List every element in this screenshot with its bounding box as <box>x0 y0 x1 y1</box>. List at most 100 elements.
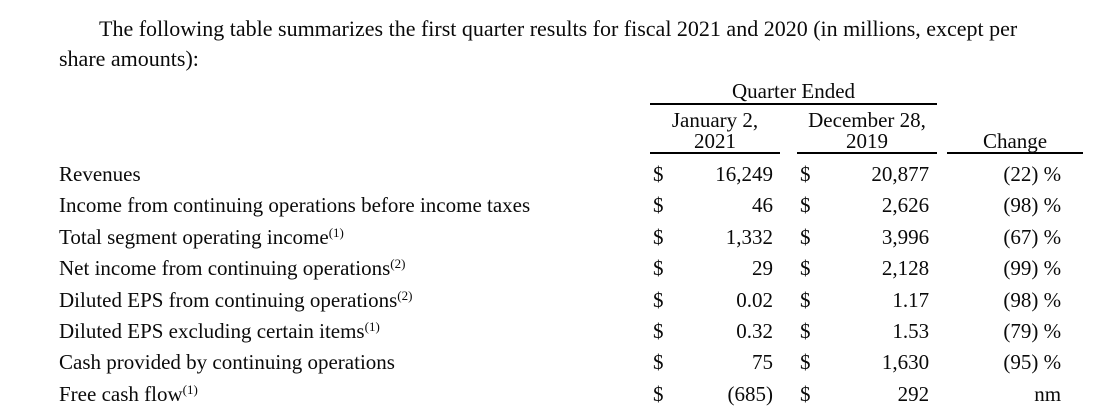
value-change: (22) % <box>1003 162 1062 186</box>
value-change: (67) % <box>1003 224 1062 249</box>
dollar-sign: $ <box>653 224 664 249</box>
value-q1-fy2020: 1.17 <box>892 287 930 312</box>
row-label: Income from continuing operations before… <box>59 190 650 221</box>
value-change: (95) % <box>1003 350 1062 375</box>
dollar-sign: $ <box>800 224 811 249</box>
dollar-sign: $ <box>653 193 664 218</box>
quarterly-results-table: Quarter Ended January 2, 2021 December 2… <box>59 80 1084 410</box>
column-gap <box>780 190 797 221</box>
column-gap <box>937 316 947 347</box>
dollar-sign: $ <box>800 319 811 344</box>
table-row-diluted-eps-continuing-ops: Diluted EPS from continuing operations(2… <box>59 285 1083 316</box>
value-q1-fy2020: 2,128 <box>881 256 930 281</box>
empty-cell <box>59 80 650 104</box>
date-line-2: 2019 <box>846 129 889 153</box>
footnote-marker: (1) <box>328 224 344 240</box>
column-header-change: Change <box>947 104 1084 154</box>
value-q1-fy2020: 2,626 <box>881 193 930 218</box>
dollar-sign: $ <box>800 256 811 281</box>
dollar-sign: $ <box>653 256 664 281</box>
table-row-revenues: Revenues $ 16,249 $ 20,877 (22) % <box>59 153 1083 190</box>
column-header-january-2-2021: January 2, 2021 <box>650 104 780 154</box>
table-row-cash-provided: Cash provided by continuing operations $… <box>59 347 1083 378</box>
column-gap <box>937 190 947 221</box>
column-headers-row: January 2, 2021 December 28, 2019 Change <box>59 104 1084 154</box>
value-q1-fy2020: 1,630 <box>881 350 930 375</box>
value-change: (98) % <box>1003 193 1062 218</box>
value-change: (98) % <box>1003 287 1062 312</box>
dollar-sign: $ <box>653 350 664 375</box>
column-gap <box>780 379 797 410</box>
footnote-marker: (2) <box>390 256 406 272</box>
intro-paragraph: The following table summarizes the first… <box>59 16 1018 71</box>
column-gap <box>780 316 797 347</box>
value-q1-fy2020: 3,996 <box>881 224 930 249</box>
column-header-december-28-2019: December 28, 2019 <box>797 104 938 154</box>
column-gap <box>780 104 797 153</box>
dollar-sign: $ <box>653 162 664 186</box>
value-q1-fy2021: 0.32 <box>736 319 773 344</box>
value-change: (79) % <box>1003 319 1062 344</box>
column-gap <box>937 347 947 378</box>
date-line-1: December 28, <box>808 108 926 132</box>
row-label-text: Free cash flow <box>59 381 183 406</box>
value-change: (99) % <box>1003 256 1062 281</box>
dollar-sign: $ <box>653 319 664 344</box>
table-row-net-income-continuing-ops: Net income from continuing operations(2)… <box>59 253 1083 284</box>
dollar-sign: $ <box>800 162 811 186</box>
table-row-diluted-eps-excluding-items: Diluted EPS excluding certain items(1) $… <box>59 316 1083 347</box>
footnote-marker: (1) <box>364 319 380 335</box>
dollar-sign: $ <box>800 350 811 375</box>
column-gap <box>937 253 947 284</box>
dollar-sign: $ <box>800 193 811 218</box>
empty-cell <box>59 104 650 153</box>
row-label: Diluted EPS excluding certain items(1) <box>59 316 650 347</box>
column-gap <box>937 379 947 410</box>
column-gap <box>937 222 947 253</box>
table-row-segment-operating-income: Total segment operating income(1) $ 1,33… <box>59 222 1083 253</box>
row-label: Total segment operating income(1) <box>59 222 650 253</box>
column-gap <box>780 153 797 190</box>
date-line-1: January 2, <box>671 108 759 132</box>
value-q1-fy2021: (685) <box>727 381 774 406</box>
table-row-income-before-taxes: Income from continuing operations before… <box>59 190 1083 221</box>
dollar-sign: $ <box>800 287 811 312</box>
row-label: Free cash flow(1) <box>59 379 650 410</box>
row-label-text: Total segment operating income <box>59 224 329 249</box>
column-gap <box>937 80 947 104</box>
empty-cell <box>947 80 1083 104</box>
value-q1-fy2020: 292 <box>897 381 930 406</box>
row-label: Net income from continuing operations(2) <box>59 253 650 284</box>
value-q1-fy2020: 1.53 <box>892 319 930 344</box>
column-gap <box>780 285 797 316</box>
column-gap <box>937 285 947 316</box>
dollar-sign: $ <box>800 381 811 406</box>
column-gap <box>780 222 797 253</box>
row-label: Revenues <box>59 153 650 190</box>
footnote-marker: (2) <box>397 287 413 303</box>
value-q1-fy2021: 75 <box>752 350 773 375</box>
column-gap <box>937 104 947 153</box>
quarter-ended-header-row: Quarter Ended <box>59 80 1083 105</box>
row-label-text: Revenues <box>59 162 141 186</box>
row-label-text: Diluted EPS excluding certain items <box>59 319 365 344</box>
footnote-marker: (1) <box>182 381 198 397</box>
column-gap <box>780 253 797 284</box>
row-label-text: Net income from continuing operations <box>59 256 391 281</box>
date-line-2: 2021 <box>694 129 736 153</box>
value-q1-fy2021: 46 <box>752 193 773 218</box>
quarter-ended-header: Quarter Ended <box>650 80 938 105</box>
row-label: Diluted EPS from continuing operations(2… <box>59 285 650 316</box>
row-label-text: Cash provided by continuing operations <box>59 350 395 375</box>
value-q1-fy2021: 29 <box>752 256 773 281</box>
row-label: Cash provided by continuing operations <box>59 347 650 378</box>
value-change: nm <box>1034 381 1062 406</box>
column-gap <box>780 347 797 378</box>
dollar-sign: $ <box>653 287 664 312</box>
row-label-text: Income from continuing operations before… <box>59 193 531 218</box>
row-label-text: Diluted EPS from continuing operations <box>59 287 398 312</box>
value-q1-fy2021: 16,249 <box>715 162 773 186</box>
dollar-sign: $ <box>653 381 664 406</box>
table-row-free-cash-flow: Free cash flow(1) $ (685) $ 292 nm <box>59 379 1083 410</box>
